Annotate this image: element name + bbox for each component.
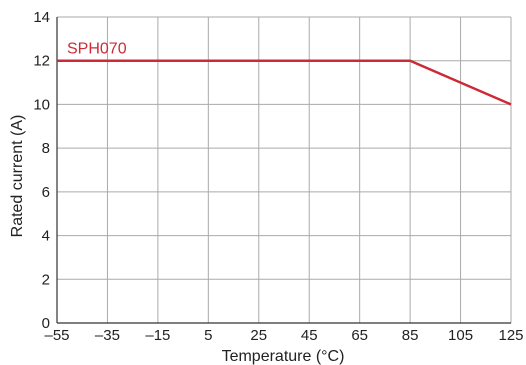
series-line — [57, 59, 512, 106]
y-tick-label: 14 — [33, 9, 50, 26]
x-tick-label: 105 — [448, 327, 473, 344]
plot-frame — [56, 17, 511, 324]
y-axis-ticks: 0 2 4 6 8 10 12 14 — [33, 9, 50, 332]
y-tick-label: 2 — [42, 271, 50, 288]
y-axis-title: Rated current (A) — [9, 115, 26, 238]
grid-lines — [56, 16, 512, 324]
x-tick-label: 85 — [402, 327, 419, 344]
x-tick-label: –55 — [44, 327, 69, 344]
y-tick-label: 0 — [42, 315, 50, 332]
x-axis-ticks: –55 –35 –15 5 25 45 65 85 105 125 — [44, 327, 523, 344]
x-tick-label: 25 — [250, 327, 267, 344]
y-tick-label: 4 — [42, 228, 50, 245]
y-tick-label: 6 — [42, 184, 50, 201]
x-tick-label: 45 — [301, 327, 318, 344]
x-tick-label: 5 — [204, 327, 212, 344]
series-label: SPH070 — [67, 41, 127, 58]
x-tick-label: 125 — [498, 327, 523, 344]
y-tick-label: 8 — [42, 140, 50, 157]
y-tick-label: 12 — [33, 53, 50, 70]
x-tick-label: –15 — [145, 327, 170, 344]
x-axis-title: Temperature (°C) — [222, 348, 345, 365]
series-layer: SPH070 — [57, 41, 512, 106]
y-tick-label: 10 — [33, 96, 50, 113]
x-tick-label: –35 — [95, 327, 120, 344]
x-tick-label: 65 — [351, 327, 368, 344]
